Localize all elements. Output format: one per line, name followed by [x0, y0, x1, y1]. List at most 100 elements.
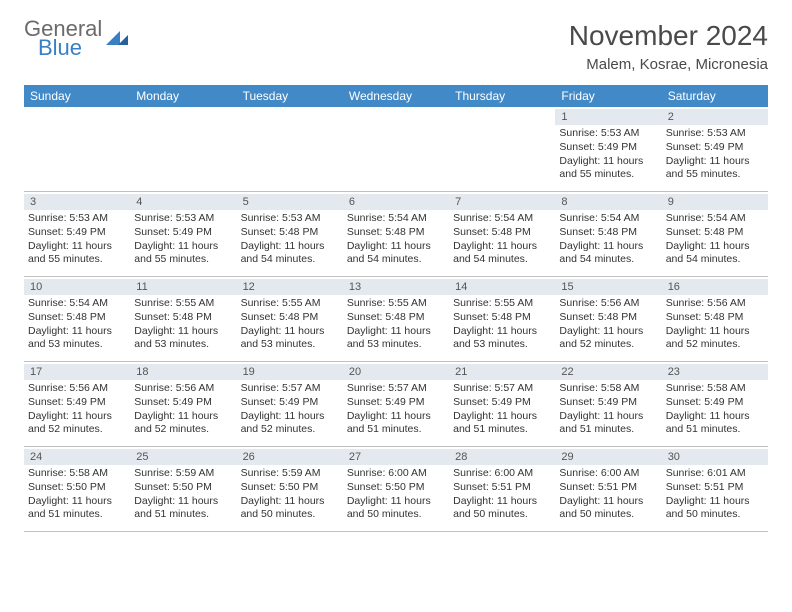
day-info: Sunrise: 5:55 AM Sunset: 5:48 PM Dayligh…	[134, 297, 232, 352]
day-header: Saturday	[662, 85, 768, 107]
day-info: Sunrise: 5:58 AM Sunset: 5:50 PM Dayligh…	[28, 467, 126, 522]
logo: General Blue	[24, 20, 128, 57]
logo-triangle-icon-2	[118, 35, 128, 45]
header: General Blue November 2024 Malem, Kosrae…	[24, 20, 768, 73]
day-number: 18	[130, 364, 236, 380]
day-cell: 18 Sunrise: 5:56 AM Sunset: 5:49 PM Dayli…	[130, 362, 236, 446]
day-cell: 7Sunrise: 5:54 AM Sunset: 5:48 PM Daylig…	[449, 192, 555, 276]
day-cell: 21Sunrise: 5:57 AM Sunset: 5:49 PM Dayli…	[449, 362, 555, 446]
day-number: 6	[343, 194, 449, 210]
week-row: 24 Sunrise: 5:58 AM Sunset: 5:50 PM Dayli…	[24, 447, 768, 532]
day-info: Sunrise: 5:54 AM Sunset: 5:48 PM Dayligh…	[453, 212, 551, 267]
day-cell: 30 Sunrise: 6:01 AM Sunset: 5:51 PM Dayli…	[662, 447, 768, 531]
day-number: 30	[662, 449, 768, 465]
day-header: Tuesday	[237, 85, 343, 107]
day-cell: 9 Sunrise: 5:54 AM Sunset: 5:48 PM Daylig…	[662, 192, 768, 276]
day-info: Sunrise: 5:59 AM Sunset: 5:50 PM Dayligh…	[134, 467, 232, 522]
day-info: Sunrise: 6:00 AM Sunset: 5:50 PM Dayligh…	[347, 467, 445, 522]
day-cell	[130, 107, 236, 191]
day-number: 17	[24, 364, 130, 380]
day-info: Sunrise: 5:54 AM Sunset: 5:48 PM Dayligh…	[28, 297, 126, 352]
day-info: Sunrise: 5:54 AM Sunset: 5:48 PM Dayligh…	[347, 212, 445, 267]
day-number: 12	[237, 279, 343, 295]
day-cell: 20 Sunrise: 5:57 AM Sunset: 5:49 PM Dayli…	[343, 362, 449, 446]
day-cell: 15 Sunrise: 5:56 AM Sunset: 5:48 PM Dayli…	[555, 277, 661, 361]
day-number: 2	[662, 109, 768, 125]
day-info: Sunrise: 5:53 AM Sunset: 5:49 PM Dayligh…	[666, 127, 764, 182]
day-cell: 26 Sunrise: 5:59 AM Sunset: 5:50 PM Dayli…	[237, 447, 343, 531]
day-cell: 19 Sunrise: 5:57 AM Sunset: 5:49 PM Dayli…	[237, 362, 343, 446]
location: Malem, Kosrae, Micronesia	[569, 56, 768, 73]
day-info: Sunrise: 5:57 AM Sunset: 5:49 PM Dayligh…	[347, 382, 445, 437]
day-info: Sunrise: 5:53 AM Sunset: 5:49 PM Dayligh…	[134, 212, 232, 267]
day-header: Wednesday	[343, 85, 449, 107]
day-info: Sunrise: 6:01 AM Sunset: 5:51 PM Dayligh…	[666, 467, 764, 522]
day-number: 5	[237, 194, 343, 210]
day-cell: 3 Sunrise: 5:53 AM Sunset: 5:49 PM Daylig…	[24, 192, 130, 276]
day-info: Sunrise: 5:56 AM Sunset: 5:49 PM Dayligh…	[28, 382, 126, 437]
day-cell	[237, 107, 343, 191]
day-cell: 14 Sunrise: 5:55 AM Sunset: 5:48 PM Dayli…	[449, 277, 555, 361]
day-info: Sunrise: 5:53 AM Sunset: 5:49 PM Dayligh…	[28, 212, 126, 267]
calendar-table: SundayMondayTuesdayWednesdayThursdayFrid…	[24, 85, 768, 532]
day-number: 4	[130, 194, 236, 210]
logo-word-blue: Blue	[38, 39, 82, 58]
day-cell	[449, 107, 555, 191]
day-info: Sunrise: 5:54 AM Sunset: 5:48 PM Dayligh…	[666, 212, 764, 267]
day-cell: 29 Sunrise: 6:00 AM Sunset: 5:51 PM Dayli…	[555, 447, 661, 531]
day-number: 13	[343, 279, 449, 295]
day-cell: 4 Sunrise: 5:53 AM Sunset: 5:49 PM Daylig…	[130, 192, 236, 276]
day-info: Sunrise: 5:59 AM Sunset: 5:50 PM Dayligh…	[241, 467, 339, 522]
day-info: Sunrise: 5:55 AM Sunset: 5:48 PM Dayligh…	[241, 297, 339, 352]
day-header: Monday	[130, 85, 236, 107]
week-row: 10 Sunrise: 5:54 AM Sunset: 5:48 PM Dayli…	[24, 277, 768, 362]
day-info: Sunrise: 5:53 AM Sunset: 5:48 PM Dayligh…	[241, 212, 339, 267]
day-number: 14	[449, 279, 555, 295]
day-number: 10	[24, 279, 130, 295]
day-number: 9	[662, 194, 768, 210]
month-title: November 2024	[569, 20, 768, 52]
day-info: Sunrise: 5:56 AM Sunset: 5:48 PM Dayligh…	[666, 297, 764, 352]
day-cell: 25 Sunrise: 5:59 AM Sunset: 5:50 PM Dayli…	[130, 447, 236, 531]
day-cell: 10 Sunrise: 5:54 AM Sunset: 5:48 PM Dayli…	[24, 277, 130, 361]
day-info: Sunrise: 5:58 AM Sunset: 5:49 PM Dayligh…	[559, 382, 657, 437]
day-number: 16	[662, 279, 768, 295]
day-info: Sunrise: 5:53 AM Sunset: 5:49 PM Dayligh…	[559, 127, 657, 182]
day-number: 3	[24, 194, 130, 210]
day-cell	[24, 107, 130, 191]
day-cell	[343, 107, 449, 191]
day-info: Sunrise: 5:56 AM Sunset: 5:49 PM Dayligh…	[134, 382, 232, 437]
day-number: 15	[555, 279, 661, 295]
day-number: 29	[555, 449, 661, 465]
day-number: 11	[130, 279, 236, 295]
day-info: Sunrise: 5:56 AM Sunset: 5:48 PM Dayligh…	[559, 297, 657, 352]
day-info: Sunrise: 5:55 AM Sunset: 5:48 PM Dayligh…	[453, 297, 551, 352]
day-info: Sunrise: 5:57 AM Sunset: 5:49 PM Dayligh…	[453, 382, 551, 437]
logo-text: General Blue	[24, 20, 102, 57]
day-cell: 28Sunrise: 6:00 AM Sunset: 5:51 PM Dayli…	[449, 447, 555, 531]
calendar-page: General Blue November 2024 Malem, Kosrae…	[0, 0, 792, 552]
day-cell: 11 Sunrise: 5:55 AM Sunset: 5:48 PM Dayli…	[130, 277, 236, 361]
title-block: November 2024 Malem, Kosrae, Micronesia	[569, 20, 768, 73]
day-header: Thursday	[449, 85, 555, 107]
day-info: Sunrise: 5:58 AM Sunset: 5:49 PM Dayligh…	[666, 382, 764, 437]
day-number: 23	[662, 364, 768, 380]
day-number: 26	[237, 449, 343, 465]
day-info: Sunrise: 6:00 AM Sunset: 5:51 PM Dayligh…	[559, 467, 657, 522]
day-cell: 24 Sunrise: 5:58 AM Sunset: 5:50 PM Dayli…	[24, 447, 130, 531]
day-cell: 2 Sunrise: 5:53 AM Sunset: 5:49 PM Daylig…	[662, 107, 768, 191]
week-row: 1 Sunrise: 5:53 AM Sunset: 5:49 PM Daylig…	[24, 107, 768, 192]
day-cell: 22Sunrise: 5:58 AM Sunset: 5:49 PM Dayli…	[555, 362, 661, 446]
day-number: 25	[130, 449, 236, 465]
day-info: Sunrise: 5:57 AM Sunset: 5:49 PM Dayligh…	[241, 382, 339, 437]
day-info: Sunrise: 6:00 AM Sunset: 5:51 PM Dayligh…	[453, 467, 551, 522]
week-row: 17Sunrise: 5:56 AM Sunset: 5:49 PM Dayli…	[24, 362, 768, 447]
day-header: Sunday	[24, 85, 130, 107]
day-cell: 5 Sunrise: 5:53 AM Sunset: 5:48 PM Daylig…	[237, 192, 343, 276]
day-number: 27	[343, 449, 449, 465]
day-cell: 17 Sunrise: 5:56 AM Sunset: 5:49 PM Dayli…	[24, 362, 130, 446]
day-number: 1	[555, 109, 661, 125]
day-number: 24	[24, 449, 130, 465]
day-number: 19	[237, 364, 343, 380]
day-number: 20	[343, 364, 449, 380]
